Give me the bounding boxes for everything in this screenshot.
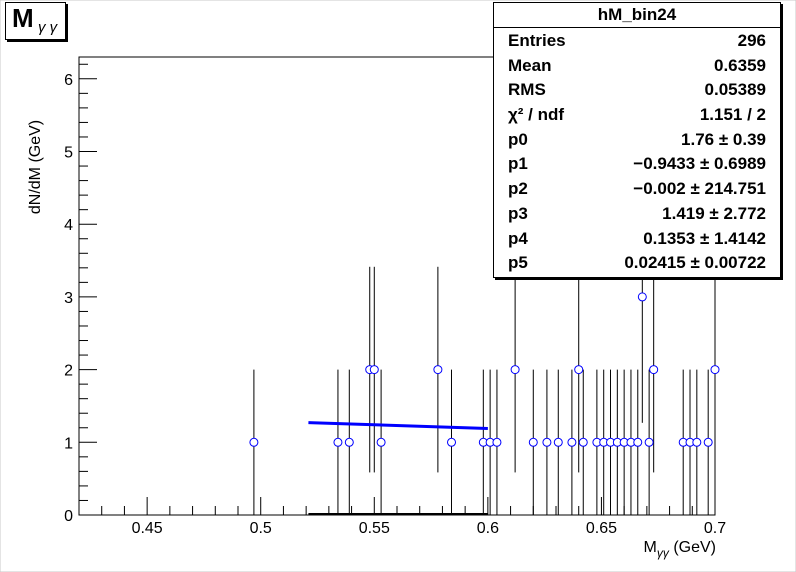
data-point <box>433 365 443 375</box>
data-point <box>649 365 659 375</box>
x-tick-label: 0.55 <box>359 520 390 537</box>
data-point <box>644 437 654 447</box>
data-point <box>333 437 343 447</box>
data-point <box>578 437 588 447</box>
stats-row: Mean 0.6359 <box>494 53 780 78</box>
stats-row: RMS 0.05389 <box>494 77 780 102</box>
data-point <box>692 437 702 447</box>
data-point <box>633 437 643 447</box>
error-bars <box>253 170 716 515</box>
stats-row: p2 −0.002 ± 214.751 <box>494 176 780 201</box>
x-axis-label: Mγγ (GeV) <box>644 539 716 560</box>
x-tick-label: 0.5 <box>250 520 272 537</box>
data-point <box>369 365 379 375</box>
stats-key: p4 <box>508 228 528 248</box>
data-markers <box>249 292 720 447</box>
stats-row: p0 1.76 ± 0.39 <box>494 127 780 152</box>
stats-key: p0 <box>508 129 528 149</box>
data-point <box>567 437 577 447</box>
stats-value: 1.76 ± 0.39 <box>681 129 766 149</box>
stats-key: χ² / ndf <box>508 105 565 125</box>
data-point <box>249 437 259 447</box>
stats-value: 1.419 ± 2.772 <box>662 203 766 223</box>
y-tick-label: 6 <box>64 72 73 89</box>
y-tick-label: 1 <box>64 435 73 452</box>
data-point <box>710 365 720 375</box>
stats-value: 0.1353 ± 1.4142 <box>643 228 766 248</box>
stats-row: χ² / ndf 1.151 / 2 <box>494 102 780 127</box>
fit-line <box>308 421 488 430</box>
data-point <box>542 437 552 447</box>
stats-key: p3 <box>508 203 528 223</box>
data-point <box>637 292 647 302</box>
stats-key: RMS <box>508 80 546 100</box>
data-point <box>703 437 713 447</box>
data-point <box>553 437 563 447</box>
x-tick-label: 0.65 <box>586 520 617 537</box>
y-axis-label: dN/dM (GeV) <box>27 120 44 214</box>
stats-value: −0.002 ± 214.751 <box>633 179 766 199</box>
stats-row: p4 0.1353 ± 1.4142 <box>494 226 780 251</box>
stats-row: Entries 296 <box>494 28 780 53</box>
data-point <box>344 437 354 447</box>
stats-value: 296 <box>737 31 766 50</box>
stats-key: p5 <box>508 253 528 273</box>
data-point <box>492 437 502 447</box>
stats-key: p2 <box>508 179 528 199</box>
stats-value: 0.02415 ± 0.00722 <box>624 253 766 273</box>
y-tick-label: 0 <box>64 508 73 525</box>
y-axis: 0 1 2 3 4 5 6 <box>64 63 97 525</box>
y-tick-label: 2 <box>64 363 73 380</box>
data-point <box>447 437 457 447</box>
stats-name: hM_bin24 <box>494 3 780 28</box>
title-subscript: γ γ <box>38 19 58 36</box>
stats-value: 0.6359 <box>714 55 766 75</box>
stats-row: p1 −0.9433 ± 0.6989 <box>494 151 780 176</box>
title-main: M <box>12 3 34 33</box>
y-tick-label: 3 <box>64 290 73 307</box>
y-tick-label: 4 <box>64 217 73 234</box>
fit-curve <box>308 421 488 515</box>
y-tick-label: 5 <box>64 145 73 162</box>
stats-value: 0.05389 <box>704 80 766 100</box>
stats-key: Entries <box>508 31 566 50</box>
stats-row: p3 1.419 ± 2.772 <box>494 201 780 226</box>
x-tick-label: 0.7 <box>704 520 726 537</box>
histogram-title: M γ γ <box>5 2 66 40</box>
stats-row: p5 0.02415 ± 0.00722 <box>494 250 780 275</box>
data-point <box>376 437 386 447</box>
stats-key: p1 <box>508 154 528 174</box>
stats-value: −0.9433 ± 0.6989 <box>633 154 766 174</box>
data-point <box>574 365 584 375</box>
data-point <box>528 437 538 447</box>
stats-box: hM_bin24 Entries 296 Mean 0.6359 RMS 0.0538… <box>493 2 781 278</box>
stats-key: Mean <box>508 55 552 75</box>
stats-value: 1.151 / 2 <box>699 105 766 125</box>
x-tick-label: 0.45 <box>132 520 163 537</box>
x-tick-label: 0.6 <box>477 520 499 537</box>
x-axis: 0.45 0.5 0.55 0.6 0.65 0.7 <box>78 497 726 537</box>
data-point <box>510 365 520 375</box>
